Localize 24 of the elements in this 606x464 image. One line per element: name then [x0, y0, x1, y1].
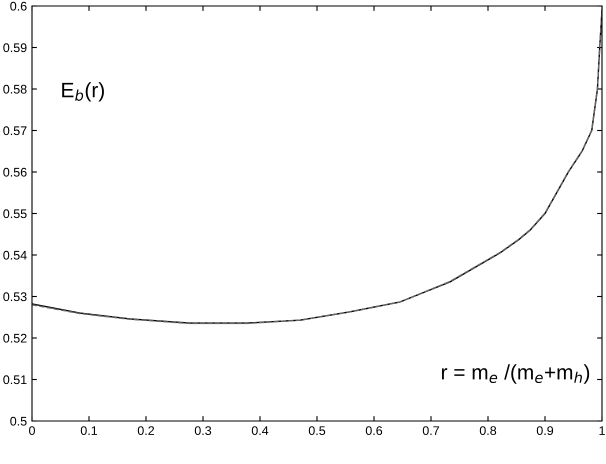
y-tick-label: 0.6	[10, 2, 27, 11]
x-tick-label: 0	[29, 426, 35, 436]
y-tick-label: 0.55	[3, 209, 27, 218]
y-tick-label: 0.54	[3, 250, 27, 260]
y-tick-label: 0.52	[3, 334, 27, 343]
y-tick-label: 0.56	[3, 168, 27, 177]
y-tick-label: 0.58	[3, 84, 27, 94]
y-tick-label: 0.53	[3, 292, 27, 302]
x-tick-label: 0.6	[366, 426, 382, 436]
x-tick-label: 0.1	[80, 426, 98, 436]
x-tick-label: 0.5	[308, 426, 326, 436]
x-tick-label: 0.2	[138, 426, 154, 436]
x-tick-label: 0.3	[194, 426, 212, 436]
annotation: r = m$_{e}$ /(m$_{e}$+m$_{h}$)	[442, 364, 590, 384]
y-tick-label: 0.57	[3, 126, 27, 136]
x-tick-label: 0.9	[536, 426, 554, 436]
y-tick-label: 0.5	[10, 416, 27, 426]
x-tick-label: 0.7	[422, 426, 440, 436]
x-tick-label: 1	[599, 426, 605, 435]
y-tick-label: 0.59	[3, 43, 27, 52]
x-tick-label: 0.8	[480, 426, 496, 436]
y-tick-label: 0.51	[3, 375, 27, 384]
x-tick-label: 0.4	[252, 426, 268, 436]
annotation: E$_{b}$(r)	[62, 82, 104, 102]
